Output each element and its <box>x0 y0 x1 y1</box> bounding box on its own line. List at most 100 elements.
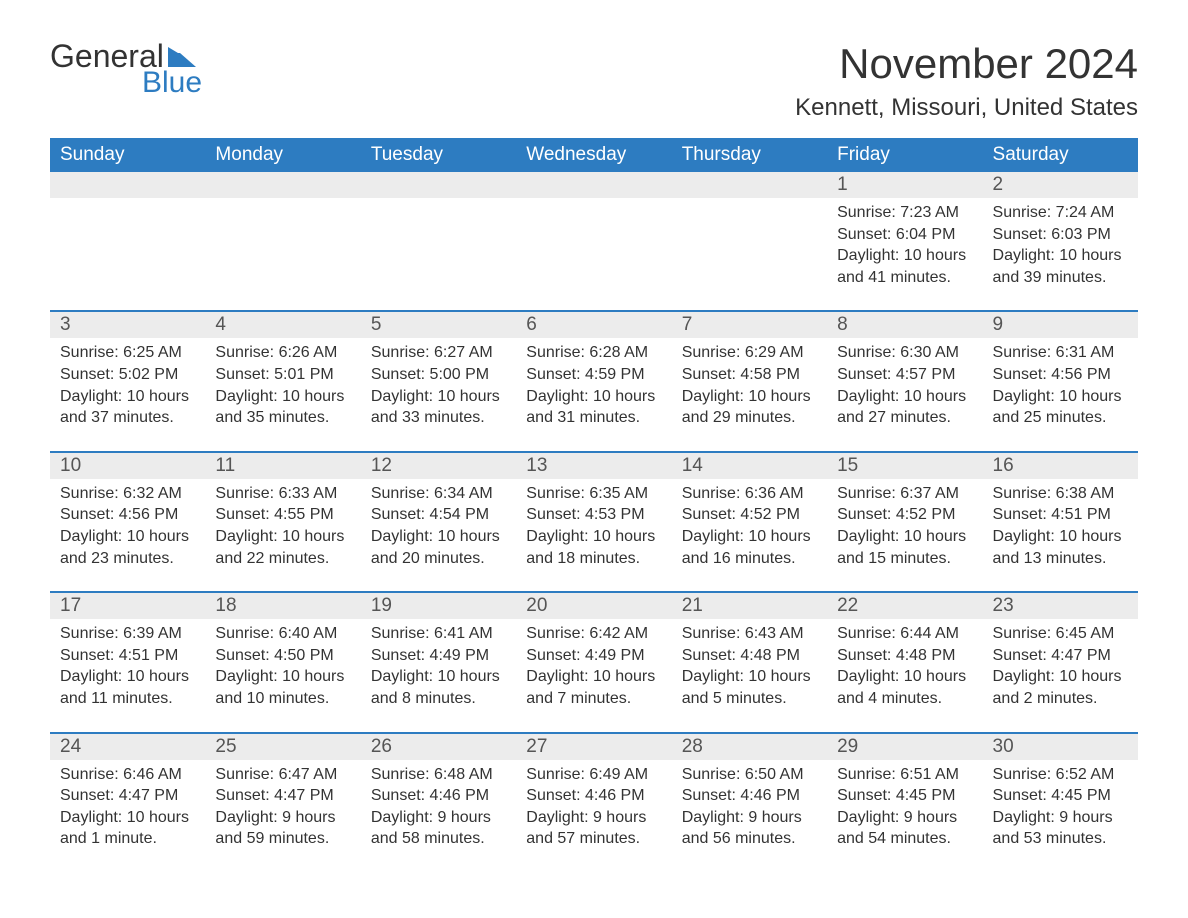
week-detail-row: Sunrise: 6:39 AMSunset: 4:51 PMDaylight:… <box>50 619 1138 732</box>
day-details: Sunrise: 6:36 AMSunset: 4:52 PMDaylight:… <box>672 479 827 592</box>
sunrise-text: Sunrise: 6:31 AM <box>993 342 1128 364</box>
daylight-text: Daylight: 10 hours and 8 minutes. <box>371 666 506 709</box>
calendar-table: SundayMondayTuesdayWednesdayThursdayFrid… <box>50 138 1138 872</box>
empty-cell <box>361 172 516 198</box>
sunset-text: Sunset: 4:57 PM <box>837 364 972 386</box>
sunset-text: Sunset: 5:02 PM <box>60 364 195 386</box>
empty-cell <box>672 172 827 198</box>
flag-icon <box>168 47 196 67</box>
sunrise-text: Sunrise: 6:46 AM <box>60 764 195 786</box>
sunset-text: Sunset: 4:52 PM <box>682 504 817 526</box>
day-number: 12 <box>361 452 516 479</box>
day-number: 22 <box>827 592 982 619</box>
day-details: Sunrise: 6:32 AMSunset: 4:56 PMDaylight:… <box>50 479 205 592</box>
daylight-text: Daylight: 10 hours and 2 minutes. <box>993 666 1128 709</box>
day-details: Sunrise: 6:44 AMSunset: 4:48 PMDaylight:… <box>827 619 982 732</box>
sunset-text: Sunset: 4:56 PM <box>60 504 195 526</box>
daylight-text: Daylight: 9 hours and 57 minutes. <box>526 807 661 850</box>
day-details: Sunrise: 6:27 AMSunset: 5:00 PMDaylight:… <box>361 338 516 451</box>
sunrise-text: Sunrise: 6:38 AM <box>993 483 1128 505</box>
sunrise-text: Sunrise: 6:30 AM <box>837 342 972 364</box>
day-number: 16 <box>983 452 1138 479</box>
day-number: 25 <box>205 733 360 760</box>
day-details: Sunrise: 6:33 AMSunset: 4:55 PMDaylight:… <box>205 479 360 592</box>
sunrise-text: Sunrise: 7:23 AM <box>837 202 972 224</box>
empty-cell <box>205 198 360 311</box>
sunrise-text: Sunrise: 6:33 AM <box>215 483 350 505</box>
week-detail-row: Sunrise: 6:25 AMSunset: 5:02 PMDaylight:… <box>50 338 1138 451</box>
day-number: 3 <box>50 311 205 338</box>
sunset-text: Sunset: 6:04 PM <box>837 224 972 246</box>
daylight-text: Daylight: 10 hours and 25 minutes. <box>993 386 1128 429</box>
day-number: 11 <box>205 452 360 479</box>
week-detail-row: Sunrise: 6:46 AMSunset: 4:47 PMDaylight:… <box>50 760 1138 872</box>
daylight-text: Daylight: 10 hours and 31 minutes. <box>526 386 661 429</box>
day-number: 15 <box>827 452 982 479</box>
sunset-text: Sunset: 4:52 PM <box>837 504 972 526</box>
sunrise-text: Sunrise: 6:39 AM <box>60 623 195 645</box>
sunrise-text: Sunrise: 6:37 AM <box>837 483 972 505</box>
daylight-text: Daylight: 9 hours and 59 minutes. <box>215 807 350 850</box>
sunrise-text: Sunrise: 6:26 AM <box>215 342 350 364</box>
day-details: Sunrise: 6:25 AMSunset: 5:02 PMDaylight:… <box>50 338 205 451</box>
day-number: 1 <box>827 172 982 198</box>
day-details: Sunrise: 6:43 AMSunset: 4:48 PMDaylight:… <box>672 619 827 732</box>
daylight-text: Daylight: 9 hours and 54 minutes. <box>837 807 972 850</box>
daylight-text: Daylight: 10 hours and 29 minutes. <box>682 386 817 429</box>
empty-cell <box>516 198 671 311</box>
week-number-row: 3456789 <box>50 311 1138 338</box>
sunrise-text: Sunrise: 6:28 AM <box>526 342 661 364</box>
daylight-text: Daylight: 10 hours and 23 minutes. <box>60 526 195 569</box>
weekday-header: Saturday <box>983 138 1138 172</box>
sunset-text: Sunset: 4:48 PM <box>837 645 972 667</box>
week-number-row: 10111213141516 <box>50 452 1138 479</box>
daylight-text: Daylight: 10 hours and 13 minutes. <box>993 526 1128 569</box>
sunset-text: Sunset: 4:48 PM <box>682 645 817 667</box>
sunrise-text: Sunrise: 6:29 AM <box>682 342 817 364</box>
day-number: 19 <box>361 592 516 619</box>
sunrise-text: Sunrise: 6:44 AM <box>837 623 972 645</box>
day-details: Sunrise: 7:23 AMSunset: 6:04 PMDaylight:… <box>827 198 982 311</box>
day-number: 28 <box>672 733 827 760</box>
header: General Blue November 2024 Kennett, Miss… <box>50 40 1138 122</box>
sunset-text: Sunset: 4:50 PM <box>215 645 350 667</box>
sunset-text: Sunset: 4:47 PM <box>993 645 1128 667</box>
sunrise-text: Sunrise: 6:40 AM <box>215 623 350 645</box>
sunset-text: Sunset: 4:47 PM <box>215 785 350 807</box>
daylight-text: Daylight: 10 hours and 4 minutes. <box>837 666 972 709</box>
day-details: Sunrise: 6:38 AMSunset: 4:51 PMDaylight:… <box>983 479 1138 592</box>
day-number: 20 <box>516 592 671 619</box>
day-number: 8 <box>827 311 982 338</box>
sunrise-text: Sunrise: 6:45 AM <box>993 623 1128 645</box>
day-number: 9 <box>983 311 1138 338</box>
day-number: 18 <box>205 592 360 619</box>
day-details: Sunrise: 6:30 AMSunset: 4:57 PMDaylight:… <box>827 338 982 451</box>
daylight-text: Daylight: 9 hours and 56 minutes. <box>682 807 817 850</box>
day-details: Sunrise: 6:29 AMSunset: 4:58 PMDaylight:… <box>672 338 827 451</box>
daylight-text: Daylight: 9 hours and 58 minutes. <box>371 807 506 850</box>
week-number-row: 24252627282930 <box>50 733 1138 760</box>
sunset-text: Sunset: 4:46 PM <box>682 785 817 807</box>
sunrise-text: Sunrise: 6:42 AM <box>526 623 661 645</box>
day-number: 2 <box>983 172 1138 198</box>
day-details: Sunrise: 6:50 AMSunset: 4:46 PMDaylight:… <box>672 760 827 872</box>
sunset-text: Sunset: 4:49 PM <box>371 645 506 667</box>
day-details: Sunrise: 6:46 AMSunset: 4:47 PMDaylight:… <box>50 760 205 872</box>
day-number: 17 <box>50 592 205 619</box>
sunset-text: Sunset: 4:53 PM <box>526 504 661 526</box>
day-number: 10 <box>50 452 205 479</box>
sunset-text: Sunset: 4:46 PM <box>526 785 661 807</box>
day-details: Sunrise: 6:39 AMSunset: 4:51 PMDaylight:… <box>50 619 205 732</box>
daylight-text: Daylight: 10 hours and 5 minutes. <box>682 666 817 709</box>
day-number: 13 <box>516 452 671 479</box>
sunrise-text: Sunrise: 6:35 AM <box>526 483 661 505</box>
calendar-header-row: SundayMondayTuesdayWednesdayThursdayFrid… <box>50 138 1138 172</box>
sunrise-text: Sunrise: 6:49 AM <box>526 764 661 786</box>
sunrise-text: Sunrise: 6:43 AM <box>682 623 817 645</box>
empty-cell <box>361 198 516 311</box>
sunrise-text: Sunrise: 6:41 AM <box>371 623 506 645</box>
day-details: Sunrise: 6:42 AMSunset: 4:49 PMDaylight:… <box>516 619 671 732</box>
week-detail-row: Sunrise: 7:23 AMSunset: 6:04 PMDaylight:… <box>50 198 1138 311</box>
day-details: Sunrise: 6:31 AMSunset: 4:56 PMDaylight:… <box>983 338 1138 451</box>
day-number: 5 <box>361 311 516 338</box>
